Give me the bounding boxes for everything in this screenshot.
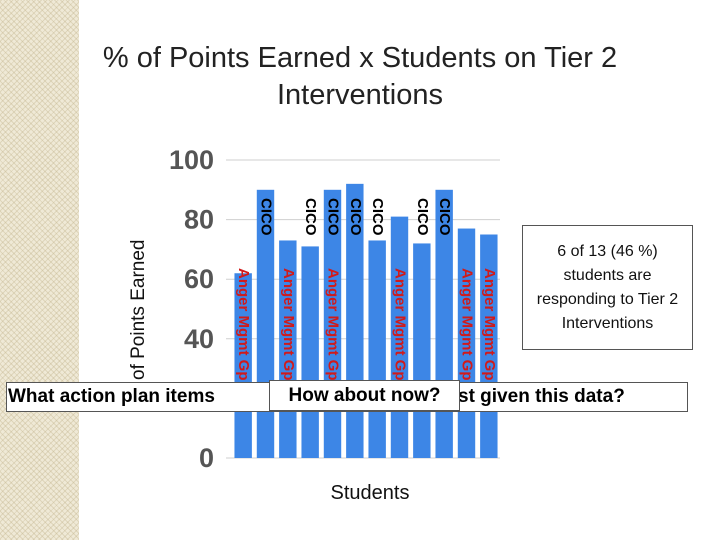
x-axis-label: Students (330, 482, 410, 504)
bar-intervention-label: Anger Mgmt Gp (280, 268, 297, 381)
response-summary-box: 6 of 13 (46 %) students are responding t… (522, 225, 693, 350)
bar-intervention-label: Anger Mgmt Gp (325, 268, 342, 381)
bar-intervention-label: Anger Mgmt Gp (459, 268, 476, 381)
bar-intervention-label: CICO (414, 198, 431, 236)
question-back-right-text: st given this data? (458, 386, 625, 407)
bar (368, 240, 386, 458)
y-tick-label: 100 (169, 145, 214, 175)
bar-intervention-label: Anger Mgmt Gp (481, 268, 498, 381)
bar-intervention-label: Anger Mgmt Gp (235, 268, 252, 381)
bar-intervention-label: CICO (436, 198, 453, 236)
decorative-side-strip (0, 0, 79, 540)
bar-intervention-label: CICO (302, 198, 319, 236)
bar-intervention-label: CICO (347, 198, 364, 236)
response-summary-text: 6 of 13 (46 %) students are responding t… (536, 242, 679, 332)
page-title: % of Points Earned x Students on Tier 2 … (102, 42, 618, 111)
y-axis-label: of Points Earned (128, 239, 149, 380)
y-tick-label: 60 (184, 264, 214, 294)
question-back-left-text: What action plan items (8, 386, 215, 407)
bar-intervention-label: CICO (258, 198, 275, 236)
bar (413, 243, 431, 458)
y-tick-label: 80 (184, 205, 214, 235)
bar-intervention-label: CICO (369, 198, 386, 236)
bar-intervention-label: CICO (325, 198, 342, 236)
y-tick-label: 0 (199, 443, 214, 473)
bar (301, 246, 319, 458)
y-tick-label: 40 (184, 324, 214, 354)
bar-intervention-label: Anger Mgmt Gp (392, 268, 409, 381)
question-box-front: How about now? (269, 380, 460, 411)
